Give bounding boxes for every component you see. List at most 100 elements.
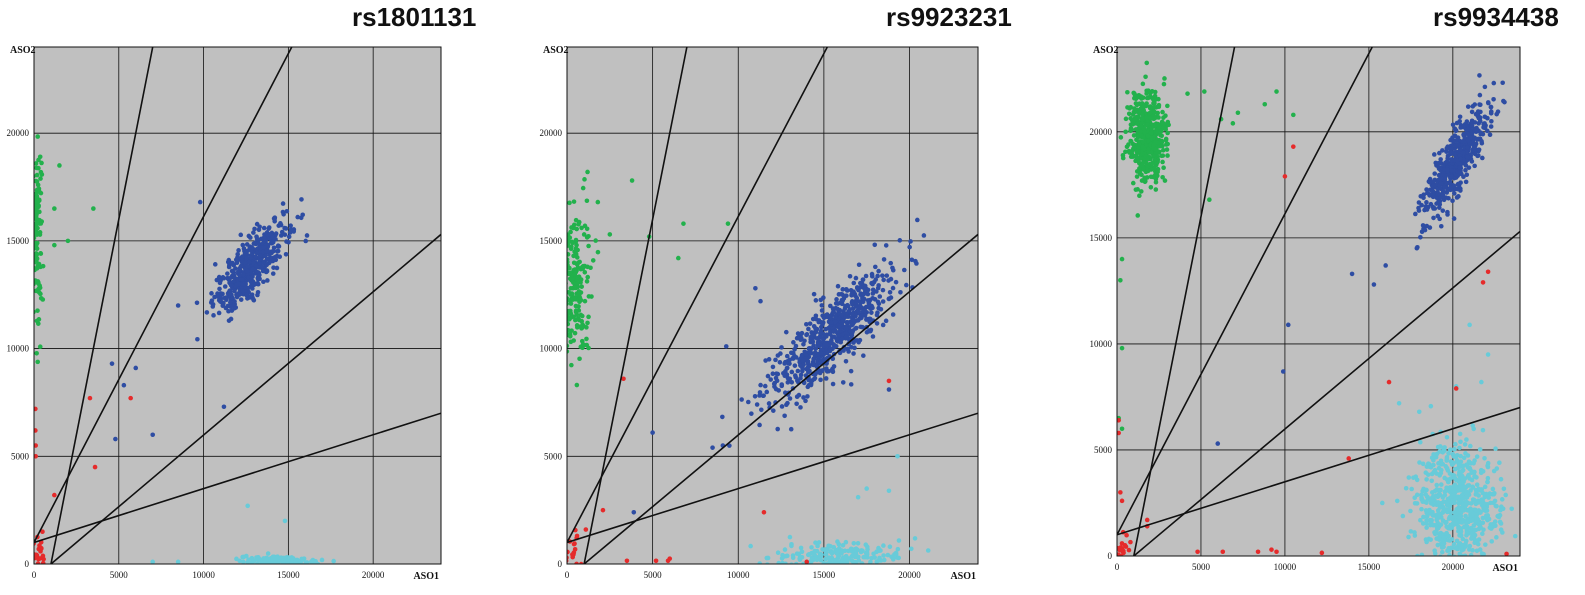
data-point — [1147, 105, 1153, 111]
data-point — [1138, 129, 1143, 134]
data-point — [34, 443, 38, 448]
data-point — [567, 200, 572, 206]
data-point — [783, 329, 789, 335]
data-point — [1476, 493, 1481, 498]
data-point — [1438, 157, 1443, 162]
data-point — [567, 257, 570, 262]
data-point — [1435, 512, 1440, 518]
data-point — [578, 277, 584, 282]
y-tick-label: 5000 — [1094, 445, 1113, 455]
data-point — [1476, 147, 1482, 152]
data-point — [240, 282, 246, 287]
x-tick-label: 0 — [32, 570, 37, 580]
data-point — [576, 292, 581, 297]
data-point — [568, 339, 574, 345]
data-point — [1449, 174, 1455, 179]
data-point — [1443, 556, 1448, 561]
data-point — [209, 298, 215, 303]
data-point — [1386, 379, 1392, 385]
data-point — [586, 233, 591, 239]
data-point — [850, 311, 856, 317]
data-point — [255, 241, 261, 246]
data-point — [832, 344, 837, 350]
data-point — [1144, 115, 1149, 121]
data-point — [758, 382, 763, 388]
data-point — [582, 269, 588, 275]
data-point — [1424, 187, 1429, 192]
data-point — [1491, 491, 1497, 497]
data-point — [1492, 519, 1498, 524]
data-point — [257, 272, 262, 278]
data-point — [830, 550, 835, 555]
data-point — [1479, 503, 1485, 508]
data-point — [568, 333, 573, 339]
data-point — [1439, 545, 1445, 550]
data-point — [840, 561, 846, 564]
data-point — [1450, 198, 1455, 204]
data-point — [758, 298, 763, 304]
data-point — [600, 507, 606, 513]
data-point — [250, 245, 255, 251]
data-point — [1451, 216, 1457, 221]
data-point — [1455, 494, 1461, 500]
data-point — [1274, 549, 1279, 555]
data-point — [264, 256, 270, 262]
data-point — [1499, 497, 1505, 502]
data-point — [856, 262, 862, 268]
data-point — [28, 202, 33, 207]
data-point — [1491, 96, 1496, 102]
data-point — [581, 232, 587, 237]
data-point — [768, 377, 774, 382]
data-point — [1480, 427, 1486, 433]
data-point — [849, 344, 854, 350]
data-point — [1400, 513, 1406, 519]
data-point — [1118, 135, 1124, 140]
data-point — [1485, 352, 1491, 357]
data-point — [1161, 121, 1167, 127]
x-axis-label: ASO1 — [413, 571, 439, 582]
data-point — [1424, 521, 1429, 526]
data-point — [818, 557, 824, 563]
data-point — [798, 545, 804, 551]
data-point — [1473, 141, 1479, 147]
data-point — [1282, 174, 1288, 179]
data-point — [1483, 542, 1488, 547]
data-point — [839, 301, 845, 307]
data-point — [607, 232, 613, 237]
y-tick-label: 15000 — [540, 236, 563, 246]
data-point — [578, 561, 584, 564]
data-point — [36, 321, 41, 326]
data-point — [840, 287, 846, 292]
data-point — [774, 378, 780, 384]
data-point — [573, 285, 578, 291]
data-point — [925, 548, 931, 553]
data-point — [1163, 126, 1169, 132]
data-point — [1437, 150, 1442, 156]
data-point — [1463, 513, 1468, 519]
data-point — [1418, 517, 1423, 523]
data-point — [817, 551, 823, 557]
data-point — [1136, 114, 1141, 120]
data-point — [1444, 530, 1449, 536]
data-point — [1453, 386, 1459, 391]
data-point — [1485, 479, 1490, 485]
data-point — [831, 364, 837, 369]
data-point — [1480, 520, 1486, 526]
data-point — [223, 305, 229, 311]
data-point — [765, 373, 771, 379]
data-point — [1131, 145, 1137, 150]
data-point — [1133, 96, 1139, 102]
data-point — [1459, 493, 1465, 498]
data-point — [798, 405, 803, 410]
data-point — [560, 277, 565, 282]
data-point — [1442, 445, 1447, 450]
data-point — [278, 555, 284, 560]
data-point — [1481, 567, 1486, 572]
data-point — [1158, 128, 1164, 134]
data-point — [864, 544, 870, 550]
data-point — [1464, 532, 1469, 538]
data-point — [57, 163, 62, 168]
data-point — [224, 295, 229, 300]
data-point — [1485, 475, 1491, 481]
data-point — [1458, 439, 1463, 445]
